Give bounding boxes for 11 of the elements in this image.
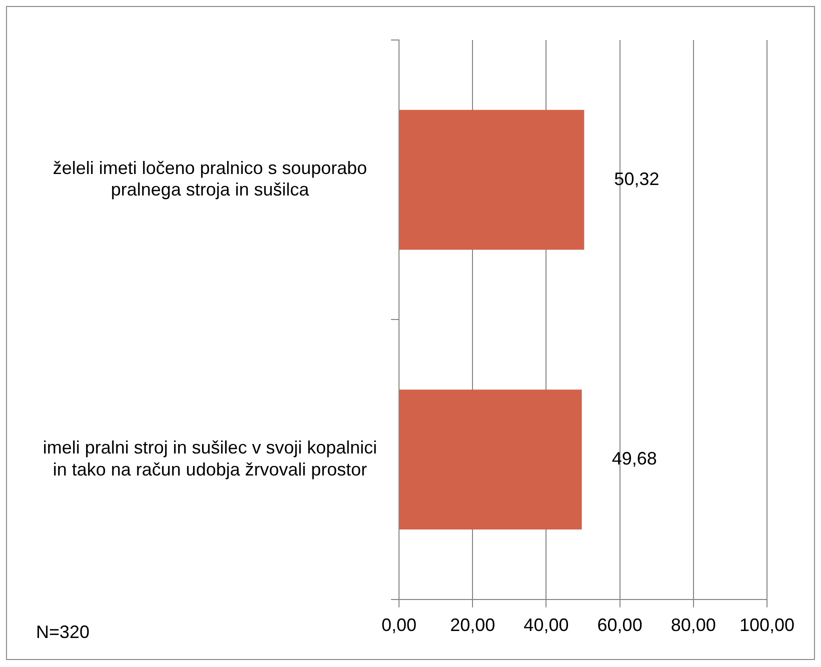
x-tick-label: 40,00 [524,615,569,636]
x-tick-label: 100,00 [739,615,795,636]
y-tick-label: želeli imeti ločeno pralnico s souporabo pralnega stroja in sušilca [52,158,368,200]
data-label: 50,32 [614,168,660,189]
data-label: 49,68 [612,448,657,469]
x-tick-label: 20,00 [450,615,496,636]
text: N=320 [36,622,90,643]
y-tick-label: imeli pralni stroj in sušilec v svoji kopalnici in tako na račun udobja žrvovali prostor [42,438,378,480]
x-tick-label: 80,00 [670,615,716,636]
x-tick-label: 0,00 [381,615,417,636]
x-tick-label: 60,00 [597,615,642,636]
